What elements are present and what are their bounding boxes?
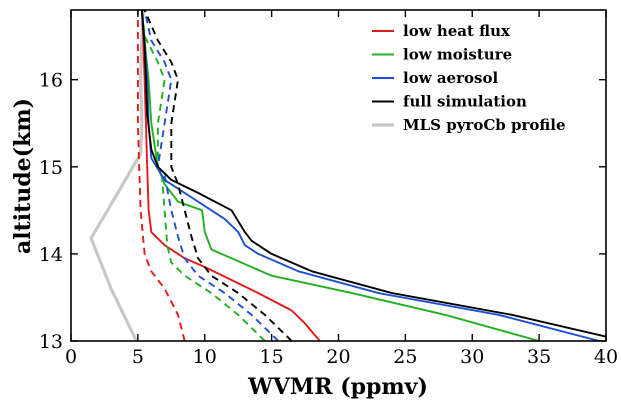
series-line-low-moisture-solid	[140, 10, 540, 341]
y-tick-label: 13	[39, 331, 63, 353]
series-line-mls-pyrocb-profile-solid	[89, 10, 145, 341]
x-tick-label: 35	[527, 346, 551, 368]
series-line-low-aerosol-dashed	[143, 10, 279, 341]
series-line-low-heat-flux-dashed	[136, 10, 186, 341]
series-line-low-heat-flux-solid	[140, 10, 321, 341]
series-line-full-simulation-dashed	[143, 10, 293, 341]
series-line-full-simulation-solid	[140, 10, 606, 338]
x-tick-label: 5	[132, 346, 144, 368]
x-axis-label: WVMR (ppmv)	[247, 374, 428, 400]
y-axis-label: altitude(km)	[10, 98, 36, 254]
series-line-low-aerosol-solid	[140, 10, 600, 341]
legend-label: MLS pyroCb profile	[403, 116, 566, 134]
legend-label: low heat flux	[403, 22, 511, 40]
y-tick-label: 16	[39, 70, 63, 92]
x-tick-label: 20	[326, 346, 350, 368]
ticks-layer: 0 5 10 15 20 25 30 35 40 13 14 15 16	[39, 10, 618, 368]
x-tick-label: 10	[193, 346, 217, 368]
legend-label: full simulation	[403, 93, 527, 111]
x-tick-label: 40	[594, 346, 618, 368]
x-tick-label: 15	[260, 346, 284, 368]
series-layer	[89, 10, 606, 341]
y-tick-label: 15	[39, 157, 63, 179]
series-line-low-moisture-dashed	[140, 10, 266, 341]
x-tick-label: 25	[393, 346, 417, 368]
x-tick-label: 30	[460, 346, 484, 368]
legend-label: low aerosol	[403, 69, 498, 87]
legend-label: low moisture	[403, 46, 512, 64]
plot-background	[71, 10, 606, 341]
legend: low heat flux low moisture low aerosol full…	[372, 22, 566, 134]
y-tick-label: 14	[39, 244, 63, 266]
x-tick-label: 0	[65, 346, 77, 368]
